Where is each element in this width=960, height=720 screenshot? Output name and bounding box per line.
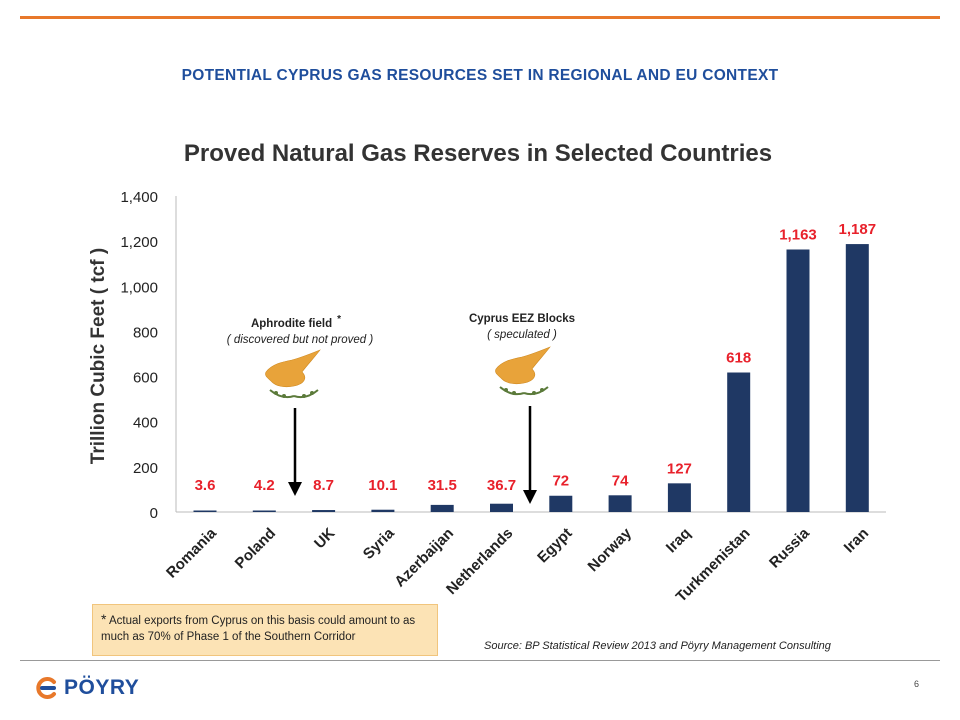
bar-netherlands: [490, 503, 513, 512]
x-tick-label-egypt: Egypt: [534, 525, 575, 566]
down-arrow: [288, 408, 302, 496]
cyprus-emblem-icon: [495, 346, 551, 396]
y-tick-label: 600: [133, 370, 158, 387]
x-tick-label-uk: UK: [311, 525, 338, 552]
bar-poland: [252, 510, 276, 512]
chart-title: Proved Natural Gas Reserves in Selected …: [184, 140, 772, 167]
bar-iran: [845, 244, 869, 512]
value-label-uk: 8.7: [313, 477, 334, 494]
annotation-eez: Cyprus EEZ Blocks ( speculated ): [469, 313, 575, 504]
value-label-romania: 3.6: [195, 477, 216, 494]
value-label-norway: 74: [612, 472, 629, 489]
bar-azerbaijan: [430, 504, 454, 512]
annotation-eez-title: Cyprus EEZ Blocks: [469, 313, 575, 325]
annotation-eez-subtitle: ( speculated ): [487, 329, 557, 341]
value-label-poland: 4.2: [254, 477, 275, 494]
value-labels: 3.6 4.2 8.7 10.1 31.5 36.7 72 74 127 618 1,163 1,18…: [195, 221, 877, 494]
bars-group: [193, 244, 869, 512]
bar-uk: [312, 510, 336, 512]
bar-romania: [193, 510, 217, 512]
y-tick-label: 200: [133, 460, 158, 477]
top-accent-rule: [20, 16, 940, 19]
y-tick-label: 0: [150, 505, 158, 522]
annotation-aphrodite-title-text: Aphrodite field: [251, 318, 332, 330]
y-tick-label: 800: [133, 324, 158, 341]
y-tick-labels: 0 200 400 600 800 1,000 1,200 1,400: [120, 189, 158, 522]
footnote-text: Actual exports from Cyprus on this basis…: [101, 615, 416, 643]
poyry-logo: PÖYRY: [34, 676, 139, 700]
cyprus-emblem-icon: [265, 349, 321, 399]
x-tick-label-norway: Norway: [585, 524, 636, 575]
value-label-azerbaijan: 31.5: [428, 477, 457, 494]
value-label-iran: 1,187: [839, 221, 877, 238]
annotation-aphrodite-title: Aphrodite field *: [251, 314, 341, 330]
down-arrow: [523, 406, 537, 504]
bar-iraq: [667, 483, 691, 512]
x-tick-label-poland: Poland: [232, 525, 279, 572]
y-tick-label: 1,400: [120, 189, 158, 206]
x-tick-label-syria: Syria: [360, 524, 398, 562]
x-tick-label-iran: Iran: [841, 525, 872, 556]
bar-russia: [786, 249, 810, 512]
footnote-star: *: [101, 611, 107, 627]
slide-title: POTENTIAL CYPRUS GAS RESOURCES SET IN RE…: [181, 67, 779, 84]
annotation-aphrodite-subtitle: ( discovered but not proved ): [227, 334, 374, 346]
bottom-rule: [20, 660, 940, 661]
value-label-turkmenistan: 618: [726, 350, 751, 367]
y-tick-label: 1,000: [120, 279, 158, 296]
x-tick-label-romania: Romania: [163, 524, 220, 581]
x-tick-label-iraq: Iraq: [663, 525, 694, 556]
bar-norway: [608, 495, 632, 512]
x-tick-label-russia: Russia: [766, 524, 813, 571]
page-number: 6: [914, 679, 920, 689]
value-label-syria: 10.1: [368, 477, 397, 494]
x-tick-labels: Romania Poland UK SyriaAzerbaijanNetherland…: [163, 524, 872, 605]
annotation-aphrodite-star: *: [337, 314, 341, 325]
value-label-egypt: 72: [552, 473, 569, 490]
value-label-iraq: 127: [667, 460, 692, 477]
logo-text: PÖYRY: [64, 676, 140, 699]
value-label-netherlands: 36.7: [487, 477, 516, 494]
poyry-logo-icon: [36, 677, 56, 699]
bar-syria: [371, 509, 395, 512]
annotation-aphrodite: Aphrodite field * ( discovered but not pr…: [227, 314, 374, 496]
footnote-box: * Actual exports from Cyprus on this bas…: [92, 604, 438, 656]
y-axis-label: Trillion Cubic Feet ( tcf ): [88, 248, 109, 464]
source-note: Source: BP Statistical Review 2013 and P…: [484, 640, 831, 652]
value-label-russia: 1,163: [779, 226, 817, 243]
y-tick-label: 400: [133, 415, 158, 432]
y-tick-label: 1,200: [120, 234, 158, 251]
bar-turkmenistan: [727, 372, 751, 512]
bar-egypt: [549, 495, 573, 512]
